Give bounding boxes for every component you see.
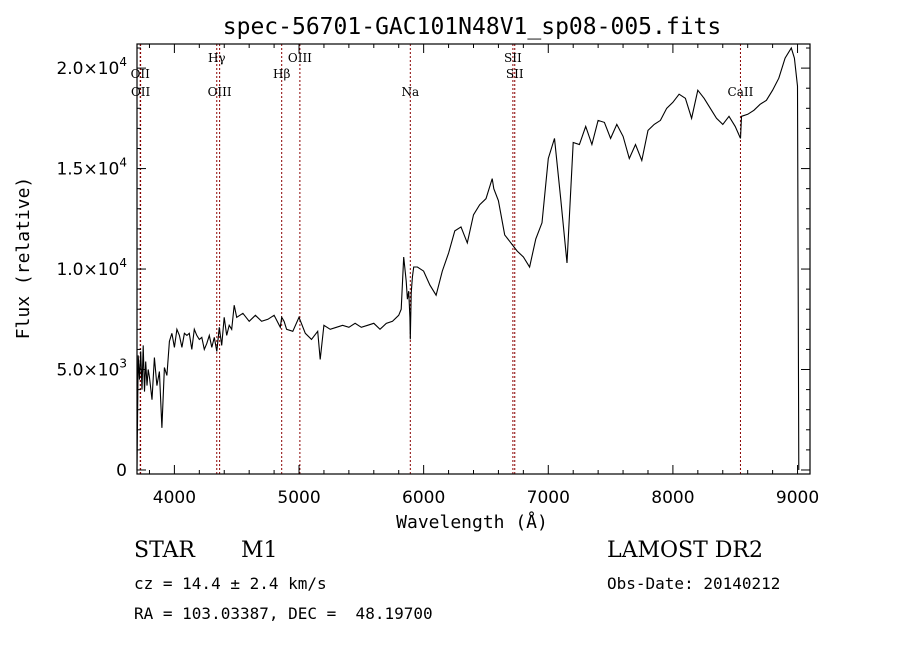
spectrum-line xyxy=(136,46,800,471)
x-tick-label-1: 5000 xyxy=(277,488,320,508)
x-tick-label-2: 6000 xyxy=(402,488,445,508)
x-tick-label-0: 4000 xyxy=(153,488,196,508)
x-tick-label-5: 9000 xyxy=(776,488,819,508)
line-label-9: CaII xyxy=(728,85,754,99)
line-label-7: SII xyxy=(504,51,522,65)
chart-title: spec-56701-GAC101N48V1_sp08-005.fits xyxy=(223,14,722,40)
survey-name: LAMOST DR2 xyxy=(607,538,763,563)
line-label-5: OIII xyxy=(288,51,312,65)
line-label-6: Na xyxy=(401,85,419,99)
y-tick-label-0: 0 xyxy=(116,461,127,481)
object-class: STAR xyxy=(134,538,195,563)
x-axis: 4000 5000 6000 7000 8000 9000 xyxy=(148,44,819,508)
plot-frame xyxy=(136,43,811,475)
y-axis: 0 5.0×103 1.0×104 1.5×104 2.0×104 xyxy=(56,47,810,481)
y-tick-label-3: 1.5×104 xyxy=(56,156,127,180)
y-tick-label-1: 5.0×103 xyxy=(56,357,127,381)
line-labels: OII OII Hγ OIII Hβ OIII Na SII SII CaII xyxy=(131,51,754,99)
x-tick-label-4: 8000 xyxy=(651,488,694,508)
y-tick-label-4: 2.0×104 xyxy=(56,55,127,79)
obs-date: Obs-Date: 20140212 xyxy=(607,574,781,593)
coordinates: RA = 103.03387, DEC = 48.19700 xyxy=(134,604,433,623)
redshift-text: cz = 14.4 ± 2.4 km/s xyxy=(134,574,327,593)
line-label-3: OIII xyxy=(208,85,232,99)
line-label-1: OII xyxy=(131,85,151,99)
line-label-2: Hγ xyxy=(208,51,226,65)
x-axis-label: Wavelength (Å) xyxy=(396,511,548,533)
y-tick-label-2: 1.0×104 xyxy=(56,256,127,280)
line-label-4: Hβ xyxy=(273,67,290,81)
line-label-8: SII xyxy=(506,67,524,81)
line-markers xyxy=(139,44,741,474)
y-axis-label: Flux (relative) xyxy=(13,177,34,340)
object-subclass: M1 xyxy=(241,538,278,563)
x-tick-label-3: 7000 xyxy=(527,488,570,508)
line-label-0: OII xyxy=(131,67,151,81)
